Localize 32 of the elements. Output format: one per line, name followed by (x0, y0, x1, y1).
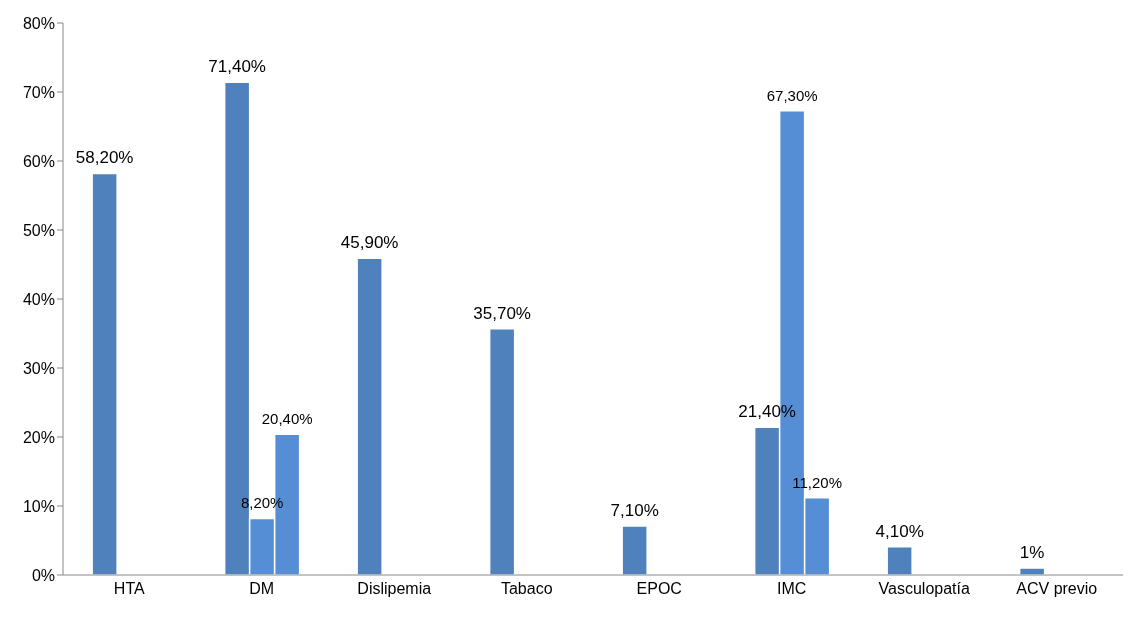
y-tick-label: 30% (22, 359, 55, 377)
data-label: 1% (1019, 543, 1045, 563)
bar (886, 545, 913, 575)
bar (621, 525, 648, 575)
x-tick-label: ACV previo (1016, 580, 1098, 598)
y-tick-label: 60% (22, 152, 55, 170)
data-label: 7,10% (610, 501, 659, 521)
data-label: 4,10% (875, 521, 924, 541)
x-tick-label: Vasculopatía (878, 580, 971, 598)
x-tick-label: IMC (777, 580, 807, 598)
data-label: 58,20% (75, 148, 134, 168)
x-tick-label: Tabaco (500, 580, 553, 598)
y-tick-label: 40% (22, 290, 55, 308)
y-tick-label: 50% (22, 221, 55, 239)
x-tick-label: HTA (113, 580, 145, 598)
bar (488, 327, 516, 575)
x-tick-label: EPOC (636, 580, 682, 598)
y-tick-label: 0% (31, 566, 55, 584)
y-tick-label: 80% (22, 14, 55, 32)
bar (1018, 567, 1046, 575)
data-label: 35,70% (473, 303, 531, 323)
x-tick-label: Dislipemia (357, 580, 432, 598)
data-label: 71,40% (208, 57, 266, 77)
bar (91, 172, 118, 575)
data-label: 45,90% (340, 233, 399, 253)
y-tick-label: 70% (22, 83, 55, 101)
y-tick-label: 20% (22, 428, 55, 446)
x-tick-label: DM (249, 580, 275, 598)
data-label: 67,30% (766, 86, 818, 104)
y-tick-label: 10% (22, 497, 55, 515)
data-label: 20,40% (261, 410, 313, 428)
bar (356, 257, 383, 575)
